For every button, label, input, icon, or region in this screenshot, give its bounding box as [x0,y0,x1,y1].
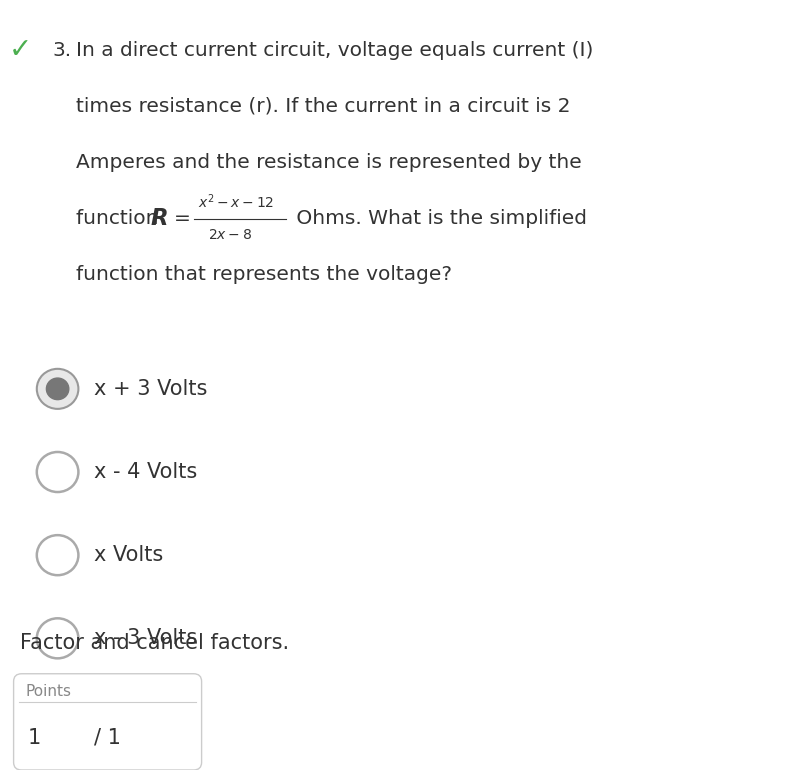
Text: / 1: / 1 [94,728,121,748]
Text: =: = [174,209,190,228]
Text: In a direct current circuit, voltage equals current (I): In a direct current circuit, voltage equ… [76,41,594,59]
Text: 3.: 3. [52,41,71,59]
Text: x + 3 Volts: x + 3 Volts [94,379,208,399]
Text: function that represents the voltage?: function that represents the voltage? [76,266,452,284]
Text: Amperes and the resistance is represented by the: Amperes and the resistance is represente… [76,153,582,172]
Text: $x^2-x-12$: $x^2-x-12$ [198,192,274,211]
Text: times resistance (r). If the current in a circuit is 2: times resistance (r). If the current in … [76,97,570,115]
Text: $\boldsymbol{R}$: $\boldsymbol{R}$ [150,207,167,230]
Text: Factor and cancel factors.: Factor and cancel factors. [20,633,289,653]
Text: $2x-8$: $2x-8$ [208,228,252,242]
Text: x - 3 Volts: x - 3 Volts [94,628,198,648]
Text: x Volts: x Volts [94,545,164,565]
Text: ✓: ✓ [8,36,32,64]
Text: Points: Points [26,684,72,699]
Text: x - 4 Volts: x - 4 Volts [94,462,198,482]
Text: 1: 1 [27,728,41,748]
Text: Ohms. What is the simplified: Ohms. What is the simplified [290,209,586,228]
Text: function: function [76,209,165,228]
